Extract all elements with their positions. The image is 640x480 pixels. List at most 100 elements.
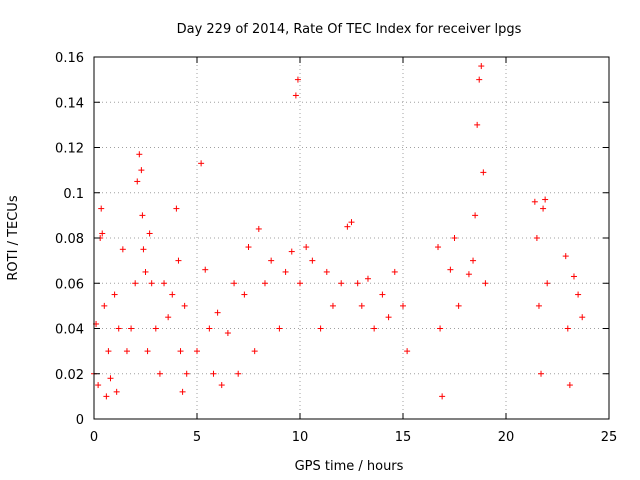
data-point [540,205,547,212]
data-point [210,370,217,377]
chart-title: Day 229 of 2014, Rate Of TEC Index for r… [177,22,522,37]
data-point [177,348,184,355]
data-point [344,223,351,230]
data-point [181,302,188,309]
data-point [282,268,289,275]
data-point [364,275,371,282]
x-tick-label: 5 [193,430,201,445]
data-point [531,198,538,205]
data-point [533,235,540,241]
data-point [470,257,477,264]
data-point [115,325,122,332]
x-tick-label: 15 [395,430,412,445]
y-tick-label: 0.02 [55,368,84,383]
data-point [309,257,316,264]
data-point [474,121,481,128]
data-point [544,280,551,287]
y-tick-label: 0.16 [55,51,84,66]
data-point [198,160,205,167]
data-point [579,314,586,321]
data-point [294,76,301,83]
data-point [152,325,159,332]
data-point [123,348,130,355]
data-point [575,291,582,298]
x-axis-label: GPS time / hours [295,459,404,474]
y-axis: 0 0.02 0.04 0.06 0.08 0.1 0.12 0.14 0.16 [55,51,609,428]
data-point [111,291,118,298]
data-point [465,271,472,278]
y-axis-label: ROTI / TECUs [6,195,21,280]
data-point [224,330,231,337]
y-tick-label: 0.1 [63,187,84,202]
x-tick-label: 10 [292,430,309,445]
data-point [231,280,238,287]
plot-frame [93,56,610,420]
data-point [472,212,479,219]
data-point [292,92,299,99]
grid-lines [94,57,609,419]
x-tick-label: 25 [601,430,618,445]
data-point [404,348,411,355]
data-point [261,280,268,287]
data-point [179,388,186,395]
data-point [451,235,458,241]
x-tick-label: 20 [498,430,515,445]
data-point [138,167,145,174]
data-point [156,370,163,377]
data-point [99,230,106,237]
data-point [144,348,151,355]
data-point [218,382,225,389]
data-point [169,291,176,298]
data-point [139,212,146,219]
data-point [255,225,262,232]
data-point [297,280,303,287]
data-point [303,244,310,251]
data-point [148,280,155,287]
data-point [535,302,542,309]
data-point [455,302,462,309]
data-point [245,244,252,251]
data-point [101,302,108,309]
data-point [538,370,545,377]
data-point [570,273,577,280]
data-point [268,257,275,264]
data-point [323,268,330,275]
data-point [447,266,454,273]
data-point [241,291,248,298]
data-point [132,280,139,287]
data-point [202,266,209,273]
data-point [105,348,112,355]
data-point [183,370,190,377]
data-point [317,325,324,332]
data-point [173,205,180,212]
data-point [113,388,120,395]
data-point [329,302,336,309]
y-tick-label: 0 [76,413,84,428]
data-point [482,280,489,287]
x-tick-label: 0 [90,430,98,445]
y-tick-label: 0.12 [55,142,84,157]
data-point [107,375,114,382]
data-point [379,291,386,298]
data-point [235,370,242,377]
data-point [276,325,283,332]
data-point [439,393,446,400]
data-point [165,314,172,321]
data-point [338,280,345,287]
data-point [140,246,147,253]
data-point [98,205,105,212]
data-point [288,248,295,255]
x-axis: 0 5 10 15 20 25 [90,57,617,445]
data-point [206,325,213,332]
data-point [542,196,549,203]
data-point [103,393,110,400]
data-point [478,63,485,70]
y-tick-label: 0.06 [55,277,84,292]
data-point [354,280,361,287]
data-points [91,63,586,400]
data-point [385,314,392,321]
data-point [142,268,149,275]
data-point [437,325,444,332]
data-point [119,246,126,253]
